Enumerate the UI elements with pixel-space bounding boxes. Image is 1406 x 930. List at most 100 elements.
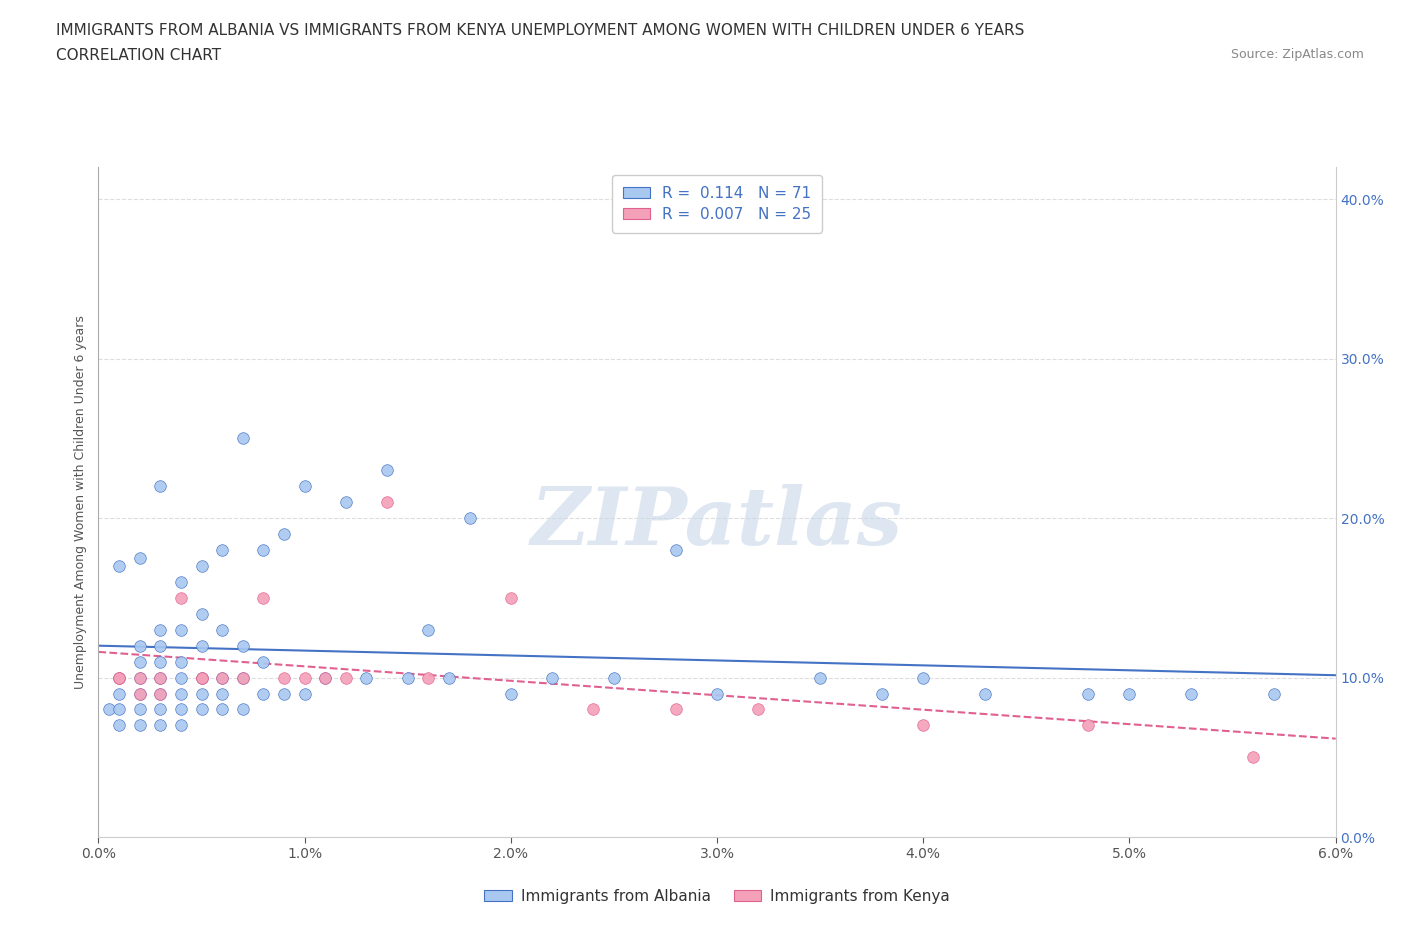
Point [294, 671, 316, 685]
Point [108, 686, 131, 701]
Point [149, 638, 172, 653]
Point [974, 686, 997, 701]
Point [149, 479, 172, 494]
Point [232, 671, 254, 685]
Point [128, 638, 150, 653]
Point [375, 495, 398, 510]
Point [170, 702, 193, 717]
Point [170, 718, 193, 733]
Point [211, 686, 233, 701]
Text: ZIPatlas: ZIPatlas [531, 484, 903, 561]
Point [1180, 686, 1202, 701]
Text: IMMIGRANTS FROM ALBANIA VS IMMIGRANTS FROM KENYA UNEMPLOYMENT AMONG WOMEN WITH C: IMMIGRANTS FROM ALBANIA VS IMMIGRANTS FR… [56, 23, 1025, 38]
Point [128, 686, 150, 701]
Point [356, 671, 378, 685]
Point [314, 671, 336, 685]
Point [499, 591, 522, 605]
Point [808, 671, 831, 685]
Point [252, 591, 274, 605]
Text: Source: ZipAtlas.com: Source: ZipAtlas.com [1230, 48, 1364, 61]
Point [252, 686, 274, 701]
Point [211, 702, 233, 717]
Point [335, 495, 357, 510]
Point [128, 718, 150, 733]
Point [170, 654, 193, 669]
Point [108, 718, 131, 733]
Point [170, 671, 193, 685]
Point [149, 686, 172, 701]
Point [128, 686, 150, 701]
Point [190, 671, 212, 685]
Point [314, 671, 336, 685]
Y-axis label: Unemployment Among Women with Children Under 6 years: Unemployment Among Women with Children U… [75, 315, 87, 689]
Point [190, 671, 212, 685]
Point [190, 671, 212, 685]
Point [541, 671, 564, 685]
Point [396, 671, 419, 685]
Point [418, 622, 440, 637]
Point [1241, 750, 1264, 764]
Point [128, 654, 150, 669]
Point [375, 463, 398, 478]
Text: CORRELATION CHART: CORRELATION CHART [56, 48, 221, 63]
Point [603, 671, 626, 685]
Point [190, 606, 212, 621]
Point [97, 702, 120, 717]
Point [665, 542, 688, 557]
Point [149, 671, 172, 685]
Point [1263, 686, 1285, 701]
Point [232, 431, 254, 445]
Point [170, 686, 193, 701]
Point [128, 551, 150, 565]
Point [190, 702, 212, 717]
Point [273, 671, 295, 685]
Point [912, 671, 935, 685]
Point [1077, 718, 1099, 733]
Point [232, 702, 254, 717]
Point [149, 686, 172, 701]
Point [108, 671, 131, 685]
Point [335, 671, 357, 685]
Point [149, 654, 172, 669]
Point [252, 542, 274, 557]
Point [149, 622, 172, 637]
Point [128, 671, 150, 685]
Point [1077, 686, 1099, 701]
Point [273, 686, 295, 701]
Point [211, 622, 233, 637]
Point [252, 654, 274, 669]
Point [211, 671, 233, 685]
Point [582, 702, 605, 717]
Point [108, 559, 131, 574]
Point [232, 671, 254, 685]
Point [1118, 686, 1140, 701]
Point [458, 511, 481, 525]
Point [128, 702, 150, 717]
Point [190, 559, 212, 574]
Point [149, 702, 172, 717]
Point [211, 671, 233, 685]
Point [232, 638, 254, 653]
Point [128, 671, 150, 685]
Point [149, 671, 172, 685]
Point [190, 686, 212, 701]
Point [273, 526, 295, 541]
Point [912, 718, 935, 733]
Point [149, 718, 172, 733]
Point [211, 542, 233, 557]
Point [294, 479, 316, 494]
Point [170, 622, 193, 637]
Point [108, 671, 131, 685]
Point [870, 686, 893, 701]
Point [108, 671, 131, 685]
Point [418, 671, 440, 685]
Point [665, 702, 688, 717]
Point [499, 686, 522, 701]
Point [170, 591, 193, 605]
Point [706, 686, 728, 701]
Point [190, 638, 212, 653]
Point [170, 575, 193, 590]
Point [437, 671, 460, 685]
Point [108, 702, 131, 717]
Point [747, 702, 769, 717]
